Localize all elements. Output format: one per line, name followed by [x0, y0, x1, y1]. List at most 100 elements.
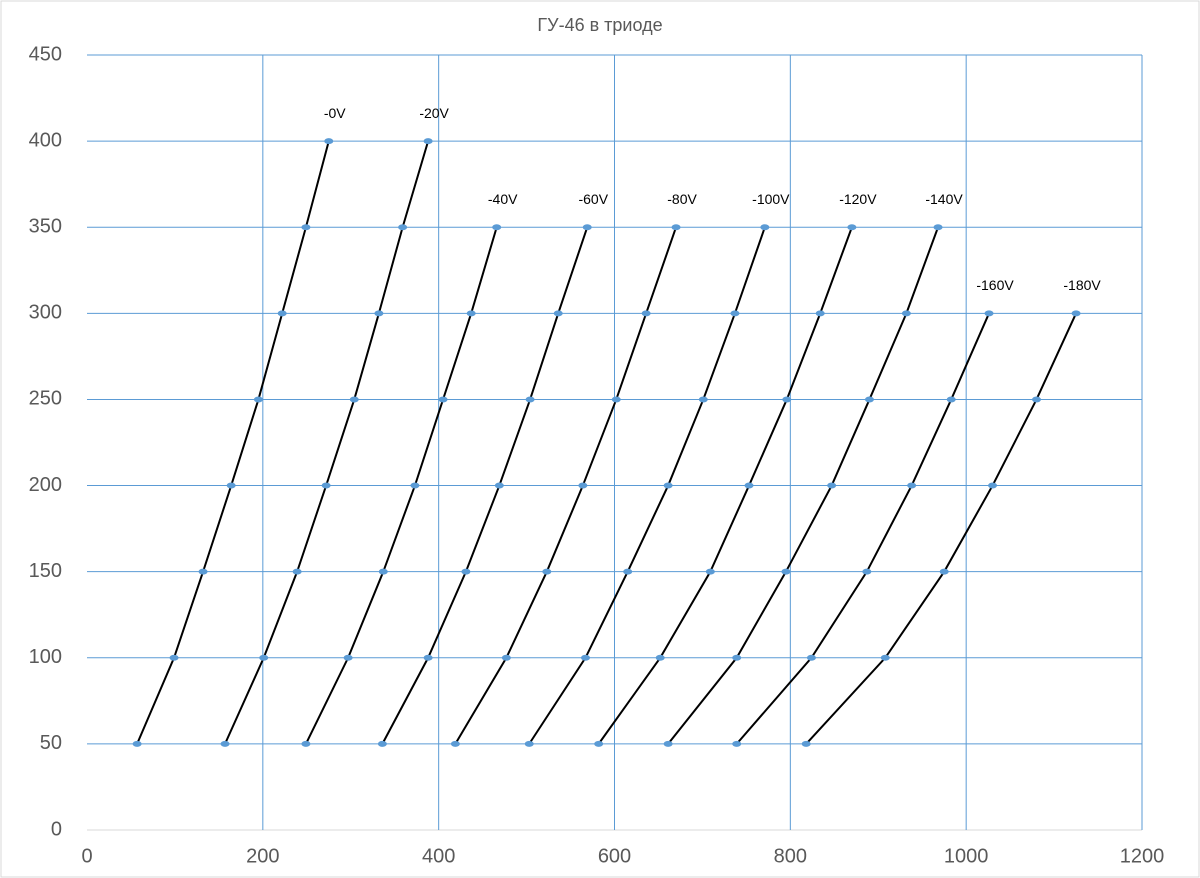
point: [671, 224, 681, 231]
series-line: [735, 312, 990, 745]
point: [806, 654, 816, 661]
point: [663, 482, 673, 489]
y-tick-label: 450: [29, 43, 62, 65]
series-line: [805, 312, 1077, 745]
point: [827, 482, 837, 489]
point: [410, 482, 420, 489]
point: [847, 224, 857, 231]
point: [946, 396, 956, 403]
point: [292, 568, 302, 575]
point: [815, 310, 825, 317]
point: [582, 224, 592, 231]
point: [641, 310, 651, 317]
point: [901, 310, 911, 317]
y-tick-label: 150: [29, 560, 62, 582]
point: [343, 654, 353, 661]
series-label: -100V: [752, 191, 790, 207]
series-label: -140V: [925, 191, 963, 207]
point: [744, 482, 754, 489]
point: [1032, 396, 1041, 403]
chart-title: ГУ-46 в триоде: [537, 15, 662, 35]
point: [730, 310, 740, 317]
series-label: -120V: [839, 191, 877, 207]
point: [988, 482, 998, 489]
point: [169, 654, 179, 661]
point: [321, 482, 331, 489]
point: [324, 138, 334, 145]
point: [378, 568, 388, 575]
point: [277, 310, 287, 317]
point: [623, 568, 633, 575]
series-label: -40V: [488, 191, 518, 207]
point: [423, 654, 433, 661]
series-line: [136, 140, 330, 745]
point: [864, 396, 874, 403]
y-tick-label: 400: [29, 129, 62, 151]
point: [132, 740, 142, 747]
point: [663, 740, 673, 747]
series-label: -0V: [324, 105, 346, 121]
point: [398, 224, 408, 231]
series-label: -20V: [419, 105, 449, 121]
point: [594, 740, 604, 747]
point: [698, 396, 708, 403]
series-label: -80V: [667, 191, 697, 207]
point: [705, 568, 715, 575]
point: [198, 568, 208, 575]
x-tick-label: 1200: [1120, 845, 1165, 867]
point: [781, 568, 791, 575]
point: [578, 482, 588, 489]
point: [525, 396, 535, 403]
y-tick-label: 300: [29, 302, 62, 324]
point: [494, 482, 504, 489]
y-tick-label: 250: [29, 388, 62, 410]
point: [461, 568, 471, 575]
point: [374, 310, 384, 317]
point: [253, 396, 263, 403]
x-tick-label: 800: [774, 845, 807, 867]
x-tick-label: 600: [598, 845, 631, 867]
y-tick-label: 350: [29, 216, 62, 238]
point: [580, 654, 590, 661]
point: [553, 310, 563, 317]
point: [542, 568, 552, 575]
y-tick-label: 100: [29, 646, 62, 668]
point: [220, 740, 230, 747]
point: [377, 740, 387, 747]
x-tick-label: 1000: [944, 845, 989, 867]
point: [939, 568, 949, 575]
point: [423, 138, 433, 145]
point: [862, 568, 872, 575]
y-tick-label: 200: [29, 474, 62, 496]
point: [732, 740, 742, 747]
y-tick-label: 0: [51, 818, 62, 840]
series-label: -160V: [976, 277, 1014, 293]
point: [524, 740, 534, 747]
point: [760, 224, 770, 231]
point: [259, 654, 269, 661]
x-tick-label: 200: [246, 845, 279, 867]
point: [801, 740, 811, 747]
point: [984, 310, 994, 317]
point: [466, 310, 476, 317]
point: [492, 224, 502, 231]
series-label: -180V: [1063, 277, 1101, 293]
point: [349, 396, 359, 403]
point: [226, 482, 236, 489]
series-label: -60V: [578, 191, 608, 207]
series-line: [224, 140, 430, 745]
point: [301, 740, 311, 747]
point: [732, 654, 742, 661]
y-tick-label: 50: [40, 732, 62, 754]
point: [450, 740, 460, 747]
point: [782, 396, 792, 403]
point: [655, 654, 665, 661]
point: [1071, 310, 1081, 317]
point: [501, 654, 511, 661]
point: [880, 654, 890, 661]
point: [301, 224, 311, 231]
point: [933, 224, 943, 231]
x-tick-label: 400: [422, 845, 455, 867]
